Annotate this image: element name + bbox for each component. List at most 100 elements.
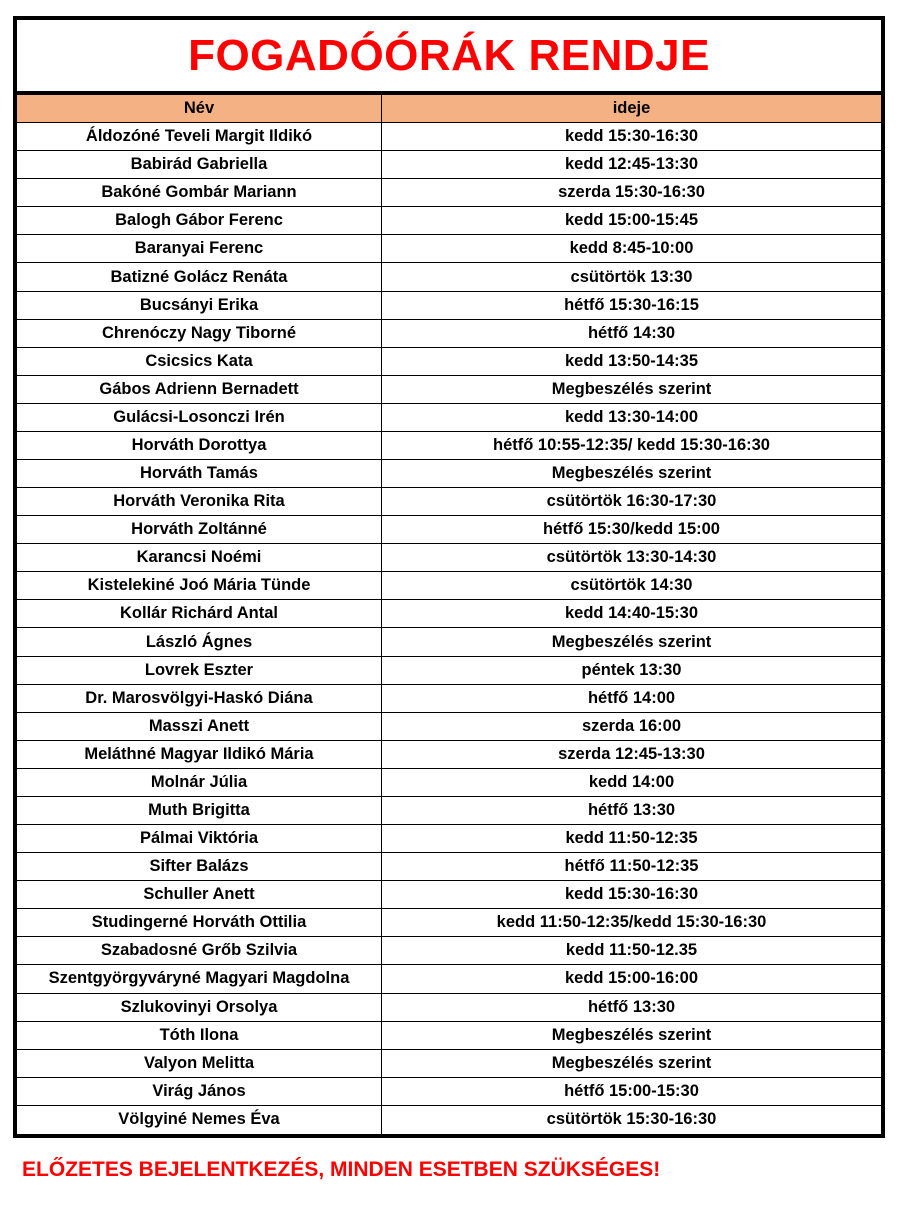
name-cell: Sifter Balázs <box>17 853 382 881</box>
time-cell: hétfő 11:50-12:35 <box>564 857 699 876</box>
name-cell: Völgyiné Nemes Éva <box>17 1105 382 1134</box>
name-cell: Horváth Zoltánné <box>17 516 382 544</box>
time-cell: péntek 13:30 <box>581 660 682 679</box>
name-cell: Dr. Marosvölgyi-Haskó Diána <box>17 684 382 712</box>
table-row: Gulácsi-Losonczi Irén kedd 13:30-14:00 <box>17 403 881 432</box>
time-cell: hétfő 13:30 <box>587 800 676 819</box>
name-cell: Horváth Veronika Rita <box>17 488 382 516</box>
time-cell: kedd 13:50-14:35 <box>565 351 698 370</box>
page-title: FOGADÓÓRÁK RENDJE <box>188 30 710 80</box>
name-cell: Bucsányi Erika <box>17 291 382 319</box>
table-row: Babirád Gabriella kedd 12:45-13:30 <box>17 151 881 180</box>
time-cell: szerda 12:45-13:30 <box>558 744 705 763</box>
time-cell: csütörtök 15:30-16:30 <box>546 1110 717 1129</box>
table-row: Kollár Richárd Antal kedd 14:40-15:30 <box>17 600 881 629</box>
table-row: Horváth Tamás Megbeszélés szerint <box>17 460 881 489</box>
name-cell: Virág János <box>17 1077 382 1105</box>
name-cell: Kollár Richárd Antal <box>17 600 382 628</box>
name-cell: Lovrek Eszter <box>17 656 382 684</box>
table-row: Molnár Júlia kedd 14:00 <box>17 768 881 797</box>
name-cell: Baranyai Ferenc <box>17 235 382 263</box>
time-cell: hétfő 15:00-15:30 <box>564 1081 699 1100</box>
table-row: Meláthné Magyar Ildikó Mária szerda 12:45… <box>17 740 881 769</box>
name-cell: Horváth Tamás <box>17 460 382 488</box>
time-cell: kedd 13:30-14:00 <box>565 407 698 426</box>
name-cell: Tóth Ilona <box>17 1021 382 1049</box>
name-cell: Batizné Golácz Renáta <box>17 263 382 291</box>
table-row: Muth Brigitta hétfő 13:30 <box>17 796 881 826</box>
table-row: Valyon Melitta Megbeszélés szerint <box>17 1049 881 1078</box>
time-cell: kedd 11:50-12:35 <box>565 829 698 848</box>
time-cell: csütörtök 14:30 <box>570 576 693 595</box>
name-cell: Szlukovinyi Orsolya <box>17 993 382 1021</box>
table-row: Bucsányi Erika hétfő 15:30-16:15 <box>17 291 881 320</box>
time-cell: Megbeszélés szerint <box>551 379 712 398</box>
time-cell: Megbeszélés szerint <box>551 1053 712 1072</box>
name-cell: Gulácsi-Losonczi Irén <box>17 403 382 431</box>
time-cell: kedd 15:30-16:30 <box>565 127 698 146</box>
table-row: Áldozóné Teveli Margit Ildikó kedd 15:30-… <box>17 123 881 152</box>
time-cell: kedd 8:45-10:00 <box>569 239 694 258</box>
table-row: Szlukovinyi Orsolya hétfő 13:30 <box>17 993 881 1022</box>
table-row: Szabadosné Grőb Szilvia kedd 11:50-12.35 <box>17 937 881 966</box>
time-cell: szerda 16:00 <box>581 716 682 735</box>
time-cell: kedd 11:50-12:35/kedd 15:30-16:30 <box>496 913 767 932</box>
table-header-row: Név ideje <box>17 95 881 124</box>
name-cell: Szentgyörgyváryné Magyari Magdolna <box>17 965 382 993</box>
time-cell: hétfő 10:55-12:35/ kedd 15:30-16:30 <box>493 435 770 454</box>
name-cell: Meláthné Magyar Ildikó Mária <box>17 740 382 768</box>
time-cell: kedd 15:00-16:00 <box>565 969 698 988</box>
name-cell: Pálmai Viktória <box>17 825 382 853</box>
time-cell: csütörtök 13:30 <box>570 267 693 286</box>
table-row: Batizné Golácz Renáta csütörtök 13:30 <box>17 263 881 292</box>
time-cell: kedd 12:45-13:30 <box>565 155 698 174</box>
table-row: Karancsi Noémi csütörtök 13:30-14:30 <box>17 544 881 573</box>
time-cell: hétfő 15:30/kedd 15:00 <box>543 520 720 539</box>
name-cell: Schuller Anett <box>17 881 382 909</box>
table-row: Virág János hétfő 15:00-15:30 <box>17 1077 881 1106</box>
time-cell: hétfő 14:30 <box>587 323 676 342</box>
time-cell: kedd 15:30-16:30 <box>565 885 698 904</box>
time-cell: csütörtök 16:30-17:30 <box>546 492 717 511</box>
time-cell: Megbeszélés szerint <box>551 1025 712 1044</box>
name-cell: Masszi Anett <box>17 712 382 740</box>
title-row: FOGADÓÓRÁK RENDJE <box>17 20 881 95</box>
time-cell: hétfő 13:30 <box>587 997 676 1016</box>
name-cell: Babirád Gabriella <box>17 151 382 179</box>
table-row: Chrenóczy Nagy Tiborné hétfő 14:30 <box>17 319 881 348</box>
name-cell: Balogh Gábor Ferenc <box>17 207 382 235</box>
table-row: Schuller Anett kedd 15:30-16:30 <box>17 881 881 910</box>
name-cell: László Ágnes <box>17 628 382 656</box>
time-cell: kedd 14:00 <box>588 772 675 791</box>
time-cell: kedd 11:50-12.35 <box>565 941 698 960</box>
name-cell: Karancsi Noémi <box>17 544 382 572</box>
table-row: Dr. Marosvölgyi-Haskó Diána hétfő 14:00 <box>17 684 881 713</box>
table-row: Lovrek Eszter péntek 13:30 <box>17 656 881 685</box>
table-body: Áldozóné Teveli Margit Ildikó kedd 15:30-… <box>17 123 881 1134</box>
name-cell: Gábos Adrienn Bernadett <box>17 375 382 403</box>
name-cell: Áldozóné Teveli Margit Ildikó <box>17 123 382 151</box>
table-row: Baranyai Ferenc kedd 8:45-10:00 <box>17 235 881 264</box>
time-cell: kedd 14:40-15:30 <box>565 604 698 623</box>
table-row: Sifter Balázs hétfő 11:50-12:35 <box>17 853 881 882</box>
schedule-table: FOGADÓÓRÁK RENDJE Név ideje Áldozóné Tev… <box>13 16 885 1138</box>
table-row: Völgyiné Nemes Éva csütörtök 15:30-16:30 <box>17 1105 881 1134</box>
column-header-name: Név <box>17 95 382 123</box>
time-cell: szerda 15:30-16:30 <box>558 183 705 202</box>
time-cell: hétfő 14:00 <box>587 688 676 707</box>
table-row: Csicsics Kata kedd 13:50-14:35 <box>17 347 881 376</box>
footer-notice: ELŐZETES BEJELENTKEZÉS, MINDEN ESETBEN S… <box>22 1158 661 1181</box>
name-cell: Studingerné Horváth Ottilia <box>17 909 382 937</box>
table-row: Bakóné Gombár Mariann szerda 15:30-16:30 <box>17 179 881 208</box>
table-row: Balogh Gábor Ferenc kedd 15:00-15:45 <box>17 207 881 236</box>
time-cell: Megbeszélés szerint <box>551 632 712 651</box>
name-cell: Bakóné Gombár Mariann <box>17 179 382 207</box>
table-row: Horváth Dorottya hétfő 10:55-12:35/ kedd … <box>17 431 881 461</box>
name-cell: Kistelekiné Joó Mária Tünde <box>17 572 382 600</box>
table-row: Studingerné Horváth Ottilia kedd 11:50-12… <box>17 909 881 938</box>
table-row: Masszi Anett szerda 16:00 <box>17 712 881 741</box>
name-cell: Molnár Júlia <box>17 768 382 796</box>
table-row: Pálmai Viktória kedd 11:50-12:35 <box>17 825 881 854</box>
name-cell: Muth Brigitta <box>17 796 382 825</box>
name-cell: Csicsics Kata <box>17 347 382 375</box>
